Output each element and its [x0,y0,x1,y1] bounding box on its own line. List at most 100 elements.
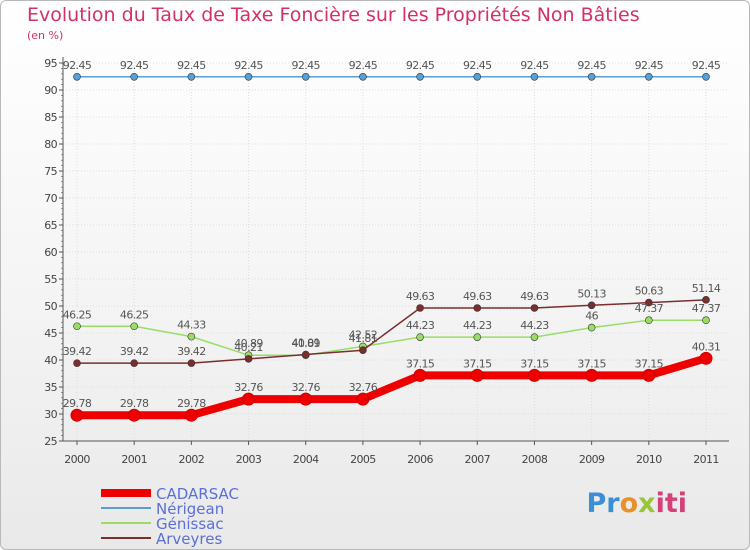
legend-label: CADARSAC [156,485,239,503]
x-tick-label: 2001 [121,453,147,466]
data-label: 92.45 [349,59,378,72]
data-label: 40.31 [692,340,721,353]
data-point [587,301,596,310]
data-point [299,392,313,406]
data-point [359,346,367,355]
data-point [585,368,599,382]
y-tick-label: 90 [44,84,57,97]
legend-label: Arveyres [156,530,222,548]
data-point [645,316,653,325]
data-label: 46.25 [63,308,92,321]
proxiti-logo: Proxiti [586,488,687,519]
data-point [70,408,84,422]
data-point [130,322,138,331]
y-tick-label: 30 [44,408,57,421]
y-tick-label: 60 [44,246,57,259]
data-label: 37.15 [520,357,549,370]
data-label: 49.63 [463,290,492,303]
data-point [413,368,427,382]
data-label: 92.45 [692,59,721,72]
data-point [642,368,656,382]
data-point [301,350,310,359]
data-label: 37.15 [577,357,606,370]
data-label: 40.89 [234,337,263,350]
data-label: 37.15 [463,357,492,370]
y-tick-label: 55 [44,273,57,286]
y-tick-label: 70 [44,192,57,205]
y-tick-label: 40 [44,354,57,367]
data-label: 46.25 [120,308,149,321]
data-label: 51.14 [692,282,721,295]
data-point [473,72,482,81]
data-point [187,359,196,367]
data-point [530,304,539,312]
data-point [470,368,484,382]
data-label: 37.15 [406,357,435,370]
data-label: 44.33 [177,319,206,332]
data-point [244,355,253,363]
x-tick-label: 2002 [179,453,205,466]
data-point [530,72,539,81]
logo-part-4: iti [655,488,687,519]
x-tick-label: 2004 [293,453,319,466]
y-tick-label: 45 [44,327,57,340]
data-label: 92.45 [463,59,492,72]
data-label: 92.45 [177,59,206,72]
data-label: 32.76 [349,381,378,394]
data-label: 47.37 [692,302,721,315]
y-tick-label: 75 [44,165,57,178]
data-point [702,316,710,325]
data-label: 92.45 [120,59,149,72]
data-label: 46 [585,310,598,323]
data-label: 44.23 [463,319,492,332]
y-tick-label: 65 [44,219,57,232]
data-label: 92.45 [63,59,92,72]
data-point [130,72,138,81]
data-point [359,72,367,81]
data-point [73,359,81,367]
data-label: 40.21 [234,341,263,354]
data-label: 92.45 [291,59,320,72]
data-point [473,304,482,312]
data-point [702,72,710,81]
data-point [242,392,256,406]
data-label: 32.76 [234,381,263,394]
logo-part-2: o [619,488,639,519]
data-label: 92.45 [234,59,263,72]
chart-title: Evolution du Taux de Taxe Foncière sur l… [27,4,640,26]
data-label: 39.42 [177,345,206,358]
y-tick-label: 35 [44,381,57,394]
series-line-génissac [77,319,706,356]
x-tick-label: 2003 [236,453,262,466]
data-point [416,333,424,341]
data-labels: 29.78 29.78 29.78 32.76 32.76 32.76 37.15 37.15… [63,59,722,410]
data-label: 49.63 [406,290,435,303]
data-label: 44.23 [520,319,549,332]
data-label: 47.37 [635,302,664,315]
series-line-cadarsac [77,354,708,420]
data-label: 92.45 [406,59,435,72]
y-tick-label: 85 [44,111,57,124]
data-point [416,304,424,312]
data-point [127,408,141,422]
legend-label: Nérigean [156,500,224,518]
logo-part-1: Pr [586,488,620,519]
data-point [73,322,81,331]
data-label: 50.63 [635,285,664,298]
legend-label: Génissac [156,515,224,533]
data-point [187,332,196,341]
data-label: 29.78 [177,397,206,410]
data-label: 50.13 [577,287,606,300]
data-point [130,359,138,367]
x-tick-label: 2009 [579,453,605,466]
data-label: 37.15 [635,357,664,370]
data-label: 39.42 [63,345,92,358]
axes: 25 30 35 40 45 50 55 60 65 70 75 80 85 90 95 2000 2001 20… [44,57,729,466]
series-layer [70,72,713,422]
y-tick-label: 80 [44,138,57,151]
data-label: 44.23 [406,319,435,332]
data-point [356,392,370,406]
data-point [73,72,81,81]
